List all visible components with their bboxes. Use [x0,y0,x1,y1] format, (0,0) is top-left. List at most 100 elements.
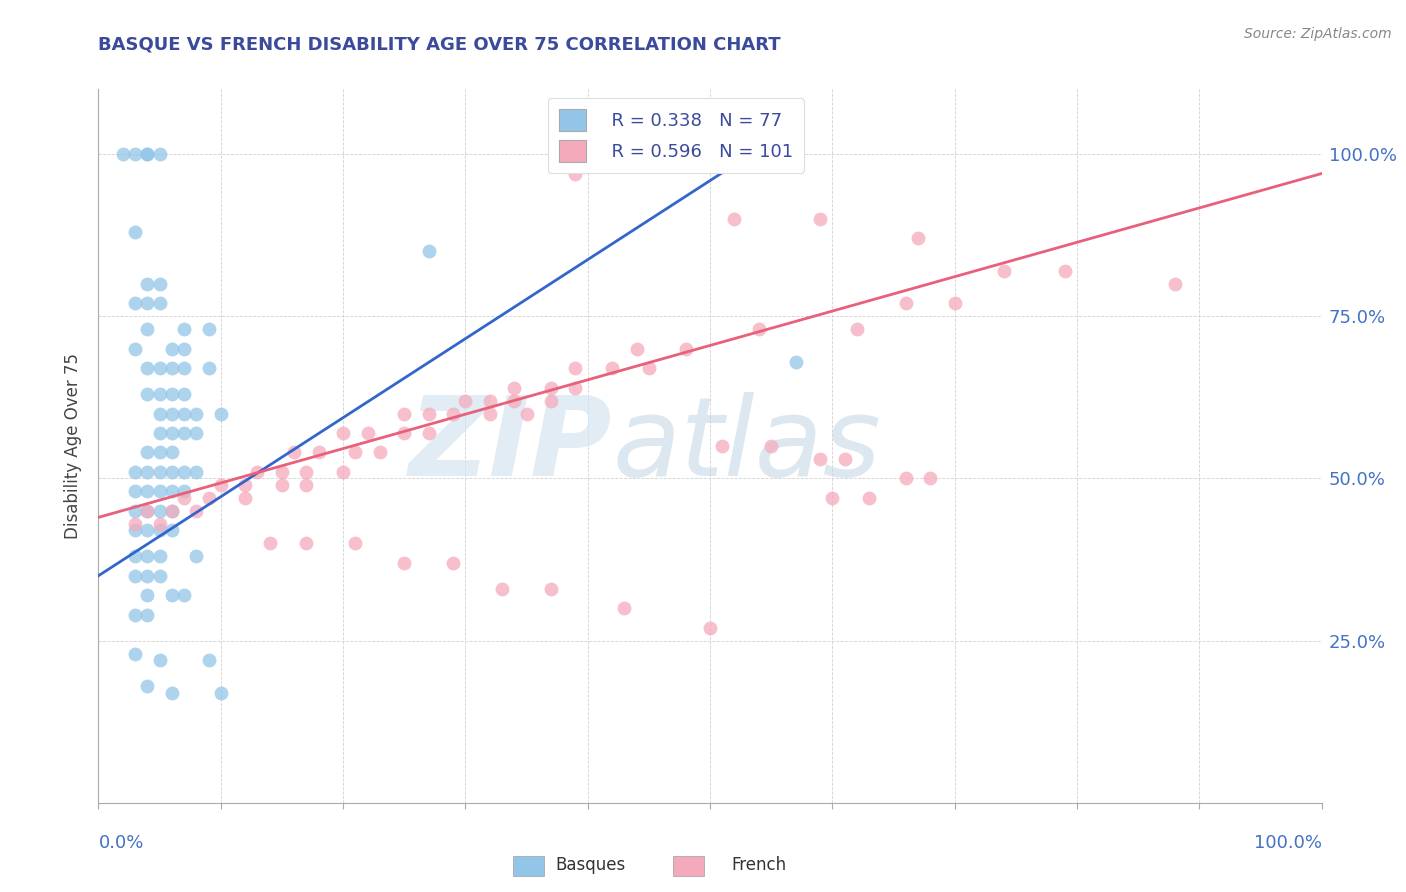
Point [711,439,734,453]
Point [136,147,159,161]
Point [160,425,183,440]
Point [186,425,208,440]
Point [111,147,134,161]
Point [149,407,172,421]
Point [1164,277,1187,291]
Y-axis label: Disability Age Over 75: Disability Age Over 75 [65,353,83,539]
Point [761,439,783,453]
Point [149,516,172,531]
Point [845,322,868,336]
Point [638,361,661,376]
Point [136,588,159,602]
Point [392,407,416,421]
Point [197,653,219,667]
Text: French: French [731,856,787,874]
Point [613,601,636,615]
Point [173,361,195,376]
Point [418,244,440,259]
Point [149,277,172,291]
Point [149,504,172,518]
Point [149,147,172,161]
Point [124,484,146,499]
Point [149,361,172,376]
Point [748,322,770,336]
Point [344,445,367,459]
Text: atlas: atlas [612,392,880,500]
Point [124,647,146,661]
Point [675,342,697,356]
Point [295,536,318,550]
Point [564,361,586,376]
Point [540,582,562,596]
Point [209,685,232,699]
Point [136,524,159,538]
Point [149,524,172,538]
Point [124,524,146,538]
Point [160,342,183,356]
Point [441,407,464,421]
Point [808,211,831,226]
Point [124,549,146,564]
Point [173,322,195,336]
Point [858,491,880,505]
Point [233,478,256,492]
Point [283,445,305,459]
Point [149,445,172,459]
Point [186,407,208,421]
Point [233,491,256,505]
Point [136,296,159,310]
Point [124,225,146,239]
Point [418,425,440,440]
Point [173,465,195,479]
Point [136,568,159,582]
Point [149,568,172,582]
Point [149,549,172,564]
Point [173,342,195,356]
Point [441,556,464,570]
Point [136,549,159,564]
Point [160,445,183,459]
Point [173,407,195,421]
Point [894,471,917,485]
Point [160,524,183,538]
Point [270,478,294,492]
Point [907,231,929,245]
Point [124,504,146,518]
Point [344,536,367,550]
Point [332,465,354,479]
Point [600,361,623,376]
Text: 0.0%: 0.0% [98,834,143,852]
Point [270,465,294,479]
Point [785,354,807,368]
Point [392,425,416,440]
Point [173,484,195,499]
Point [197,491,219,505]
Point [808,452,831,467]
Point [149,484,172,499]
Point [124,465,146,479]
Point [124,516,146,531]
Point [124,147,146,161]
Point [209,407,232,421]
Point [160,484,183,499]
Point [197,322,219,336]
Point [246,465,269,479]
Point [173,425,195,440]
Point [491,582,513,596]
Point [943,296,966,310]
Point [626,342,648,356]
Point [699,621,721,635]
Point [160,407,183,421]
Point [478,393,501,408]
Point [186,465,208,479]
Point [308,445,330,459]
Point [136,322,159,336]
Point [454,393,477,408]
Point [160,588,183,602]
Point [209,478,232,492]
Point [149,425,172,440]
Point [160,504,183,518]
Point [723,211,745,226]
Point [149,387,172,401]
Point [149,653,172,667]
